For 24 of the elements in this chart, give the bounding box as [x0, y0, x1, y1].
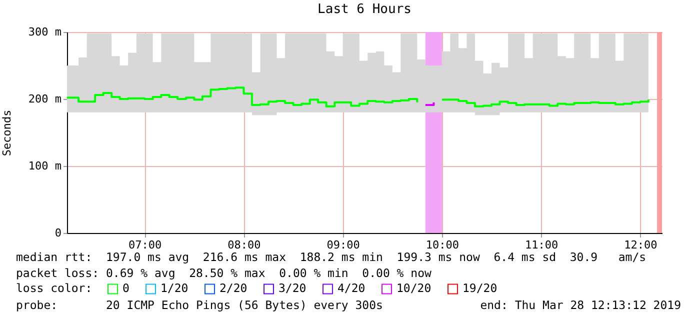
- y-tick-label: 300 m: [28, 26, 62, 38]
- legend-label: 3/20: [278, 281, 306, 296]
- legend-label: 4/20: [338, 281, 366, 296]
- y-tick-label: 200 m: [28, 92, 62, 106]
- legend-label: 1/20: [160, 281, 188, 296]
- legend-label: 19/20: [462, 281, 498, 296]
- legend-label: 2/20: [220, 281, 248, 296]
- y-axis-title: Seconds: [0, 110, 14, 156]
- x-tick-label: 11:00: [525, 238, 558, 252]
- text: median rtt: 197.0 ms avg 216.6 ms max 188.2 ms min 199.3 ms now 6.4 ms sd 30.9 am/s: [16, 250, 646, 264]
- x-tick-label: 08:00: [228, 238, 261, 252]
- text: packet loss: 0.69 % avg 28.50 % max 0.00 % min 0.00 % now: [16, 266, 432, 280]
- legend-title: loss color:: [16, 281, 92, 295]
- y-tick-label: 100 m: [28, 160, 62, 172]
- legend-label: 0: [122, 281, 130, 296]
- x-tick-label: 07:00: [128, 238, 162, 252]
- legend-label: 10/20: [396, 281, 432, 296]
- text: end: Thu Mar 28 12:13:12 2019: [480, 298, 681, 312]
- x-tick-label: 10:00: [426, 238, 460, 252]
- x-tick-label: 09:00: [326, 238, 360, 252]
- chart-title: Last 6 Hours: [318, 2, 412, 17]
- x-tick-label: 12:00: [624, 238, 658, 252]
- text: probe: 20 ICMP Echo Pings (56 Bytes) every 300s: [16, 298, 383, 312]
- y-tick-label: 0: [54, 226, 62, 240]
